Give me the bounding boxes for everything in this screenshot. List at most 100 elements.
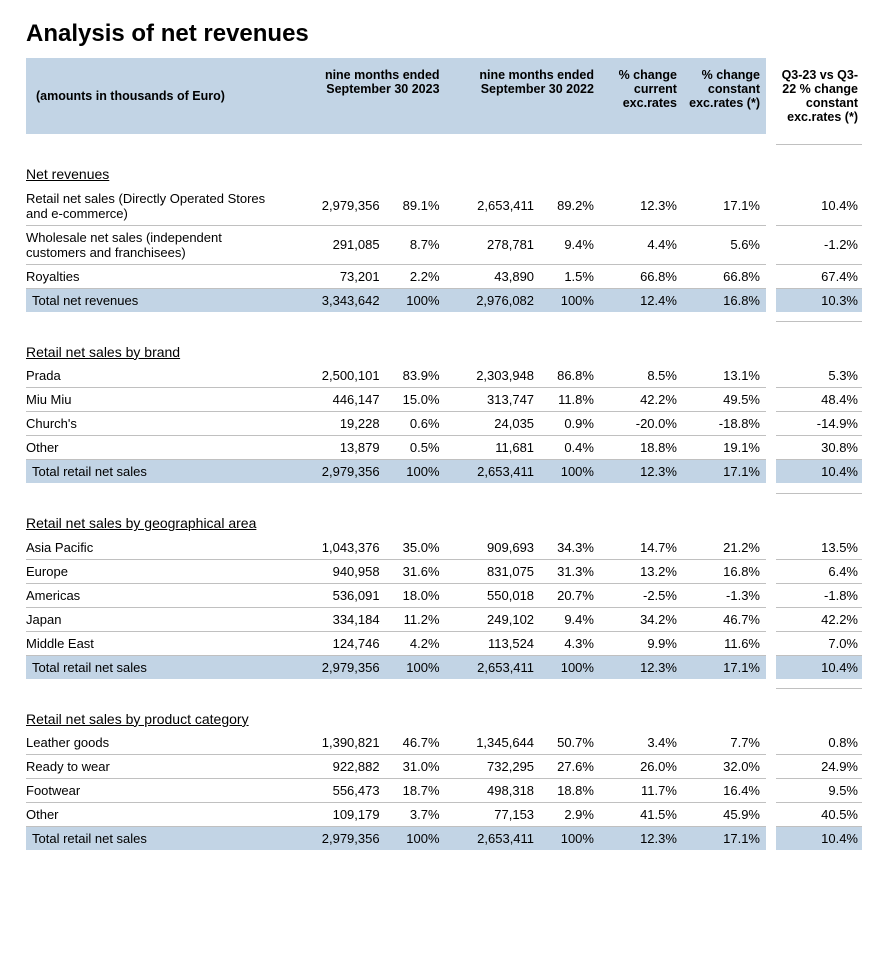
cell-p22: 27.6%: [540, 755, 600, 779]
cell-con: 49.5%: [683, 388, 766, 412]
cell-p23: 83.9%: [386, 364, 446, 388]
table-row: Prada2,500,10183.9%2,303,94886.8%8.5%13.…: [26, 364, 766, 388]
section-spacer: [776, 144, 862, 187]
th-q3: Q3-23 vs Q3-22 % change constant exc.rat…: [776, 58, 862, 134]
cell-v23: 334,184: [291, 607, 386, 631]
th-chg-current: % change current exc.rates: [600, 58, 683, 134]
cell-cur: 13.2%: [600, 559, 683, 583]
table-row: Retail net sales (Directly Operated Stor…: [26, 187, 766, 226]
cell-v23: 940,958: [291, 559, 386, 583]
table-row: Miu Miu446,14715.0%313,74711.8%42.2%49.5…: [26, 388, 766, 412]
cell-v23: 1,043,376: [291, 536, 386, 560]
cell-total-v22: 2,653,411: [446, 655, 541, 679]
cell-total-q3: 10.4%: [776, 655, 862, 679]
section-spacer: [776, 689, 862, 732]
cell-p23: 31.6%: [386, 559, 446, 583]
table-row: 13.5%: [776, 536, 862, 560]
cell-p23: 8.7%: [386, 225, 446, 264]
cell-q3: 10.4%: [776, 187, 862, 226]
cell-label: Japan: [26, 607, 291, 631]
cell-p23: 35.0%: [386, 536, 446, 560]
cell-total-con: 16.8%: [683, 288, 766, 312]
section-title: Retail net sales by brand: [26, 322, 766, 365]
cell-p22: 20.7%: [540, 583, 600, 607]
cell-q3: 40.5%: [776, 803, 862, 827]
cell-con: -1.3%: [683, 583, 766, 607]
table-row: 10.4%: [776, 187, 862, 226]
cell-p22: 4.3%: [540, 631, 600, 655]
cell-label: Middle East: [26, 631, 291, 655]
cell-total-q3: 10.4%: [776, 827, 862, 851]
cell-v23: 2,500,101: [291, 364, 386, 388]
cell-label: Europe: [26, 559, 291, 583]
cell-total-label: Total retail net sales: [26, 827, 291, 851]
cell-p22: 0.4%: [540, 436, 600, 460]
cell-cur: -20.0%: [600, 412, 683, 436]
table-row: Middle East124,7464.2%113,5244.3%9.9%11.…: [26, 631, 766, 655]
cell-v23: 109,179: [291, 803, 386, 827]
cell-p22: 9.4%: [540, 225, 600, 264]
main-table-col: (amounts in thousands of Euro) nine mont…: [26, 58, 766, 850]
cell-v23: 536,091: [291, 583, 386, 607]
cell-cur: 18.8%: [600, 436, 683, 460]
q3-table: Q3-23 vs Q3-22 % change constant exc.rat…: [776, 58, 862, 850]
cell-q3: 9.5%: [776, 779, 862, 803]
cell-label: Americas: [26, 583, 291, 607]
cell-p23: 3.7%: [386, 803, 446, 827]
cell-cur: 11.7%: [600, 779, 683, 803]
cell-q3: 24.9%: [776, 755, 862, 779]
cell-cur: 26.0%: [600, 755, 683, 779]
cell-total-v23: 3,343,642: [291, 288, 386, 312]
cell-p23: 0.6%: [386, 412, 446, 436]
cell-total-v23: 2,979,356: [291, 460, 386, 484]
cell-p23: 18.0%: [386, 583, 446, 607]
cell-p22: 1.5%: [540, 264, 600, 288]
cell-q3: 7.0%: [776, 631, 862, 655]
section-title: Retail net sales by geographical area: [26, 493, 766, 536]
cell-con: 13.1%: [683, 364, 766, 388]
cell-cur: 9.9%: [600, 631, 683, 655]
cell-total-v23: 2,979,356: [291, 655, 386, 679]
cell-total-p23: 100%: [386, 827, 446, 851]
cell-total-con: 17.1%: [683, 460, 766, 484]
cell-q3: 13.5%: [776, 536, 862, 560]
total-row: Total retail net sales2,979,356100%2,653…: [26, 655, 766, 679]
cell-v22: 11,681: [446, 436, 541, 460]
cell-total-cur: 12.3%: [600, 655, 683, 679]
cell-q3: 30.8%: [776, 436, 862, 460]
cell-label: Leather goods: [26, 731, 291, 755]
cell-con: 32.0%: [683, 755, 766, 779]
cell-p23: 4.2%: [386, 631, 446, 655]
cell-cur: 8.5%: [600, 364, 683, 388]
table-row: Church's19,2280.6%24,0350.9%-20.0%-18.8%: [26, 412, 766, 436]
th-val23: nine months ended September 30 2023: [291, 58, 445, 134]
cell-v22: 113,524: [446, 631, 541, 655]
cell-v22: 313,747: [446, 388, 541, 412]
cell-label: Royalties: [26, 264, 291, 288]
section-title: Net revenues: [26, 144, 766, 187]
table-row: 42.2%: [776, 607, 862, 631]
cell-total-p22: 100%: [540, 827, 600, 851]
cell-p23: 89.1%: [386, 187, 446, 226]
cell-v22: 732,295: [446, 755, 541, 779]
cell-total-con: 17.1%: [683, 827, 766, 851]
th-chg-constant: % change constant exc.rates (*): [683, 58, 766, 134]
cell-q3: 42.2%: [776, 607, 862, 631]
cell-total-v22: 2,976,082: [446, 288, 541, 312]
cell-p23: 31.0%: [386, 755, 446, 779]
table-row: 6.4%: [776, 559, 862, 583]
section-header: Net revenues: [26, 144, 766, 187]
table-row: Footwear556,47318.7%498,31818.8%11.7%16.…: [26, 779, 766, 803]
cell-total-cur: 12.3%: [600, 827, 683, 851]
cell-v22: 831,075: [446, 559, 541, 583]
cell-label: Asia Pacific: [26, 536, 291, 560]
table-row: 48.4%: [776, 388, 862, 412]
cell-p23: 0.5%: [386, 436, 446, 460]
cell-v22: 2,303,948: [446, 364, 541, 388]
cell-cur: 3.4%: [600, 731, 683, 755]
cell-con: 19.1%: [683, 436, 766, 460]
cell-total-p22: 100%: [540, 288, 600, 312]
cell-q3: 6.4%: [776, 559, 862, 583]
table-row: -1.2%: [776, 225, 862, 264]
table-wrap: (amounts in thousands of Euro) nine mont…: [26, 58, 862, 850]
